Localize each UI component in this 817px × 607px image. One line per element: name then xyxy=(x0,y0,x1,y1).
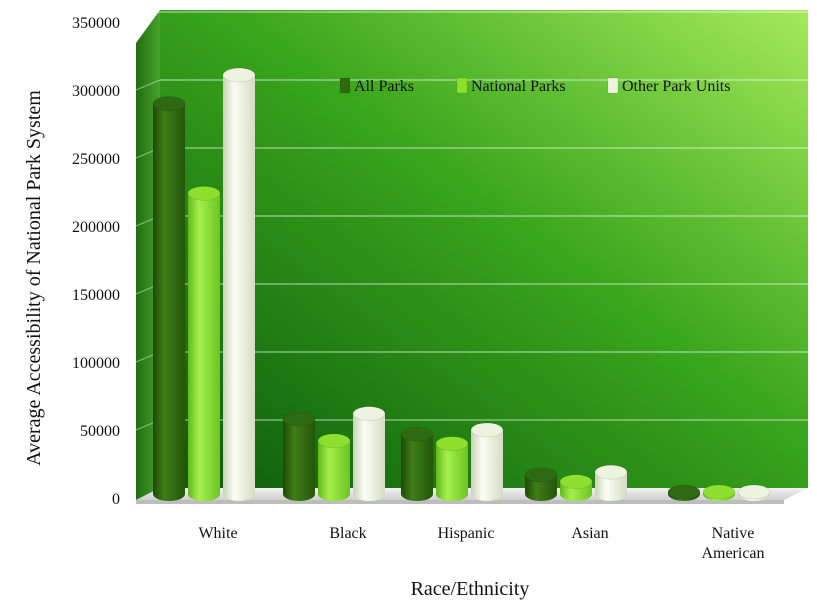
gridline-side xyxy=(135,79,161,91)
y-axis-title: Average Accessibility of National Park S… xyxy=(23,90,45,466)
legend-label: Other Park Units xyxy=(622,78,730,95)
bar xyxy=(282,411,316,501)
bar xyxy=(524,467,558,501)
bar xyxy=(470,422,504,501)
legend-label: National Parks xyxy=(471,78,566,95)
legend-swatch xyxy=(456,77,468,94)
x-tick-label: White xyxy=(198,525,237,542)
bar xyxy=(737,484,771,501)
y-tick-label: 350000 xyxy=(72,15,120,32)
legend-swatch xyxy=(607,77,619,94)
y-tick-label: 150000 xyxy=(72,287,120,304)
y-tick-label: 300000 xyxy=(72,83,120,100)
x-tick-label: Asian xyxy=(571,525,608,542)
floor-edge xyxy=(136,500,784,504)
y-tick-label: 250000 xyxy=(72,151,120,168)
bar xyxy=(222,67,256,501)
bar xyxy=(187,186,221,501)
back-wall xyxy=(160,10,808,488)
bar xyxy=(152,96,186,501)
bars xyxy=(152,67,771,501)
x-axis-categories: White Black Hispanic Asian Native American xyxy=(198,525,764,562)
y-axis-ticks: 0 50000 100000 150000 200000 250000 300000 3500… xyxy=(72,15,120,508)
bar xyxy=(317,433,351,501)
bar xyxy=(594,464,628,501)
y-tick-label: 100000 xyxy=(72,355,120,372)
bar xyxy=(435,436,469,501)
bar xyxy=(352,406,386,501)
bar xyxy=(667,484,701,501)
y-tick-label: 50000 xyxy=(80,423,120,440)
legend-swatch xyxy=(339,77,351,94)
bar xyxy=(400,426,434,501)
legend-label: All Parks xyxy=(354,78,414,95)
x-tick-label: Black xyxy=(329,525,366,542)
bar xyxy=(559,474,593,501)
gridline-side xyxy=(135,11,161,23)
x-tick-label: Native American xyxy=(701,525,764,562)
legend: All Parks National Parks Other Park Units xyxy=(339,77,730,95)
bar xyxy=(702,484,736,501)
x-tick-label: Hispanic xyxy=(438,525,495,542)
y-tick-label: 200000 xyxy=(72,219,120,236)
y-tick-label: 0 xyxy=(112,491,120,508)
x-axis-title: Race/Ethnicity xyxy=(411,578,530,600)
